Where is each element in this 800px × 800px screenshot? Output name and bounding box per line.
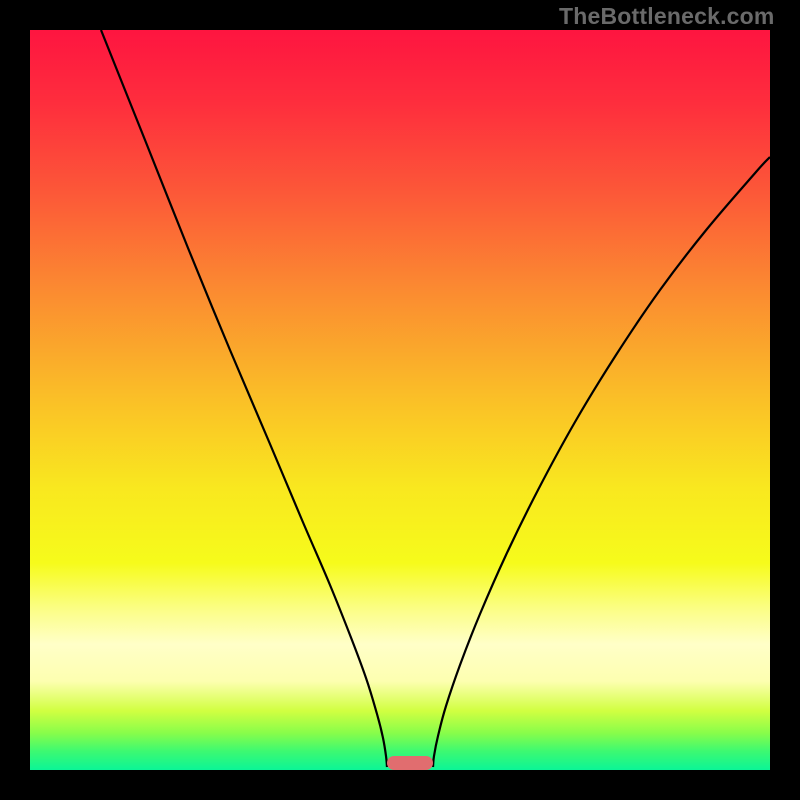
left-curve [101,30,387,767]
right-curve [433,157,770,767]
optimal-marker [387,756,433,770]
watermark-text: TheBottleneck.com [559,3,775,30]
bottleneck-curves [30,30,770,770]
